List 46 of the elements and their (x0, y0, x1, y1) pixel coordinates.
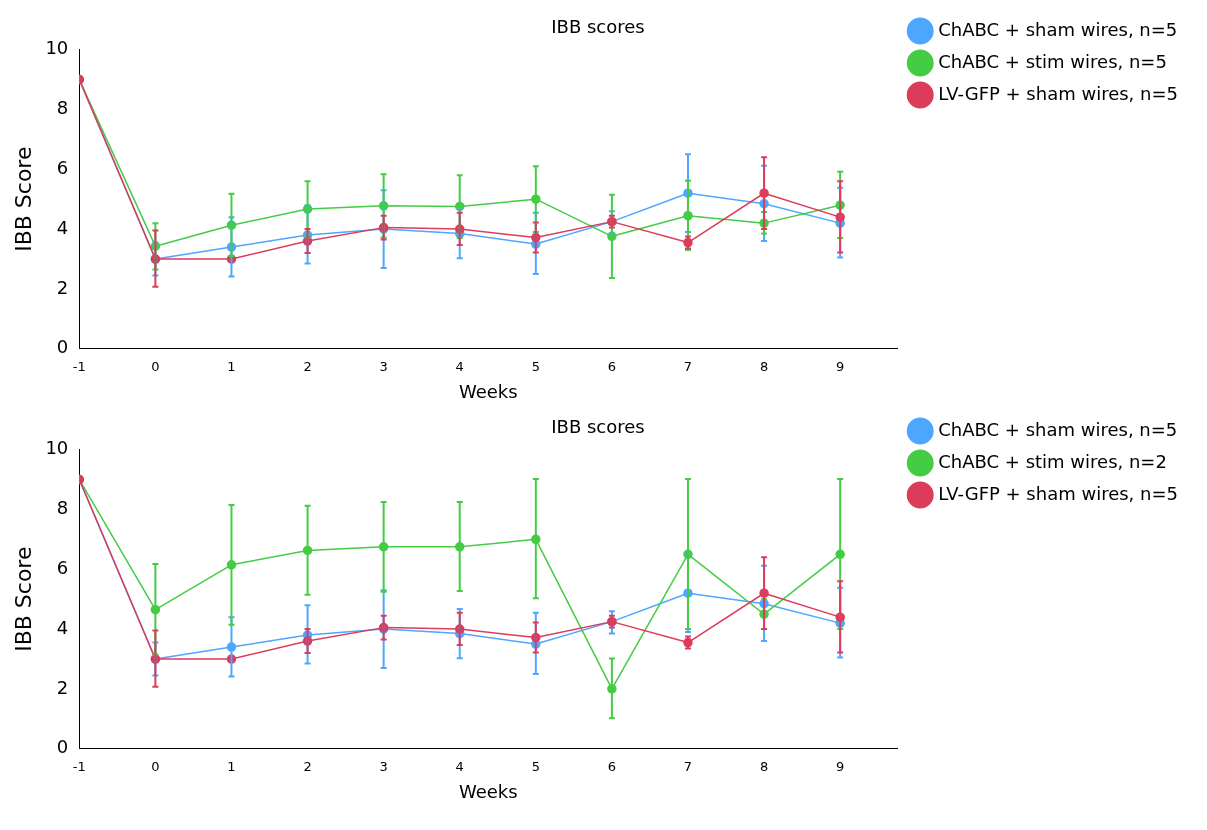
chart-title: IBB scores (551, 16, 645, 38)
y-tick-label: 4 (56, 616, 69, 638)
legend-label: LV-GFP + sham wires, n=5 (938, 82, 1179, 104)
legend-label: ChABC + stim wires, n=2 (938, 450, 1167, 472)
x-tick-label: 1 (227, 758, 236, 774)
y-tick-label: 10 (45, 437, 69, 459)
y-tick-label: 6 (56, 556, 69, 578)
x-tick-label: 2 (303, 358, 312, 374)
x-tick-label: 6 (607, 358, 617, 374)
legend-label: LV-GFP + sham wires, n=5 (938, 482, 1179, 504)
legend-label: ChABC + sham wires, n=5 (938, 418, 1178, 440)
x-tick-label: 2 (303, 758, 312, 774)
x-tick-label: 9 (836, 758, 845, 774)
y-tick-label: 6 (56, 156, 69, 178)
legend-label: ChABC + stim wires, n=5 (938, 50, 1167, 72)
y-tick-label: 10 (45, 37, 69, 59)
x-tick-label: 5 (531, 358, 540, 374)
x-tick-label: 3 (379, 758, 388, 774)
y-tick-label: 2 (56, 276, 69, 298)
y-tick-label: 0 (56, 336, 69, 358)
x-tick-label: 8 (759, 358, 769, 374)
x-tick-label: 6 (607, 758, 617, 774)
x-axis-title: Weeks (458, 380, 518, 402)
x-tick-label: 5 (531, 758, 540, 774)
y-tick-label: 8 (56, 497, 69, 519)
y-tick-label: 2 (56, 676, 69, 698)
y-axis-title: IBB Score (10, 146, 36, 252)
x-tick-label: 8 (759, 758, 769, 774)
x-tick-label: -1 (72, 758, 86, 774)
y-tick-label: 0 (56, 736, 69, 758)
x-tick-label: 4 (455, 758, 464, 774)
y-axis-title: IBB Score (10, 546, 36, 652)
x-tick-label: 3 (379, 358, 388, 374)
chart-title: IBB scores (551, 416, 645, 438)
x-tick-label: -1 (72, 358, 86, 374)
x-tick-label: 7 (683, 358, 693, 374)
x-tick-label: 0 (151, 358, 160, 374)
x-tick-label: 4 (455, 358, 464, 374)
x-tick-label: 1 (227, 358, 236, 374)
x-tick-label: 7 (683, 758, 693, 774)
y-tick-label: 4 (56, 216, 69, 238)
x-axis-title: Weeks (458, 780, 518, 802)
x-tick-label: 0 (151, 758, 160, 774)
y-tick-label: 8 (56, 97, 69, 119)
x-tick-label: 9 (836, 358, 845, 374)
legend-label: ChABC + sham wires, n=5 (938, 18, 1178, 40)
